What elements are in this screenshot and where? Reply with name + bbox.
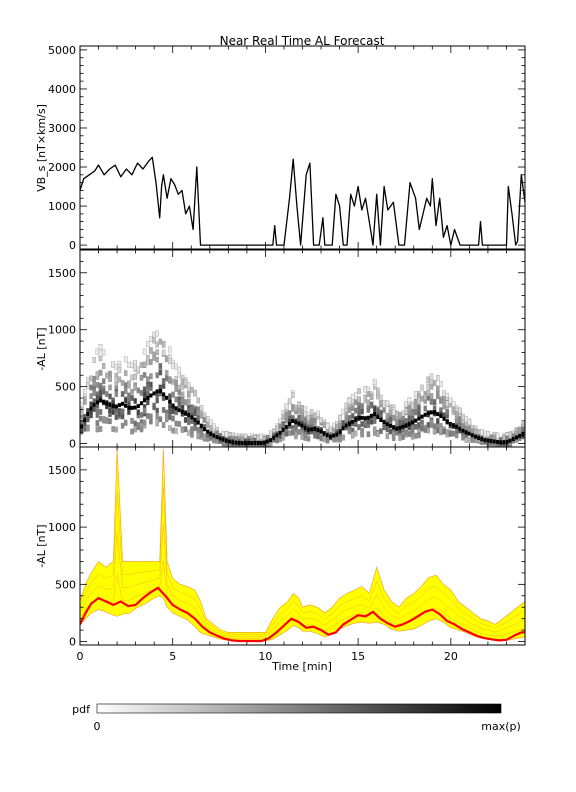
y-tick-label: 0 bbox=[69, 438, 76, 451]
plot-area bbox=[80, 449, 525, 643]
colorbar: pdf 0 max(p) bbox=[72, 703, 521, 733]
x-tick-label: 10 bbox=[258, 650, 272, 663]
series-line-2-1 bbox=[80, 586, 525, 643]
panel-al-pdf: 0 500 1000 1500 bbox=[48, 249, 526, 451]
x-tick-label: 0 bbox=[77, 650, 84, 663]
y-tick-label: 4000 bbox=[48, 83, 76, 96]
plot-area bbox=[80, 156, 525, 246]
series-line-0-0 bbox=[80, 156, 525, 246]
ensemble-member-3 bbox=[80, 486, 525, 635]
ensemble-member-2 bbox=[80, 523, 525, 637]
colorbar-gradient bbox=[96, 703, 502, 714]
colorbar-min-label: 0 bbox=[94, 720, 101, 733]
y-tick-label: 1000 bbox=[48, 521, 76, 534]
y-tick-label: 1000 bbox=[48, 200, 76, 213]
panel-vbs: 0 1000 2000 3000 4000 5000 bbox=[48, 44, 526, 252]
x-tick-label: 5 bbox=[169, 650, 176, 663]
ensemble-member-1 bbox=[80, 560, 525, 640]
x-tick-label: 15 bbox=[351, 650, 365, 663]
panel-al-forecast: 0 500 1000 1500 0 5 10 15 20 bbox=[48, 446, 526, 663]
y-tick-label: 1500 bbox=[48, 267, 76, 280]
plot-area bbox=[80, 330, 525, 447]
colorbar-label: pdf bbox=[72, 703, 91, 716]
colorbar-max-label: max(p) bbox=[481, 720, 521, 733]
x-axis-title: Time [min] bbox=[271, 660, 332, 673]
pdf-heatmap bbox=[80, 330, 525, 447]
y-tick-label: 5000 bbox=[48, 44, 76, 57]
y-tick-label: 0 bbox=[69, 636, 76, 649]
y-axis-title-vbs: VB_s [nT×km/s] bbox=[35, 104, 48, 192]
y-tick-label: 1000 bbox=[48, 324, 76, 337]
y-axis-title-al-forecast: -AL [nT] bbox=[35, 524, 48, 567]
y-tick-label: 1500 bbox=[48, 464, 76, 477]
y-tick-label: 500 bbox=[55, 381, 76, 394]
y-tick-label: 0 bbox=[69, 239, 76, 252]
x-tick-label: 20 bbox=[444, 650, 458, 663]
chart-title: Near Real Time AL Forecast bbox=[220, 34, 385, 48]
y-tick-label: 3000 bbox=[48, 122, 76, 135]
y-tick-label: 500 bbox=[55, 578, 76, 591]
forecast-envelope bbox=[80, 449, 525, 642]
y-tick-label: 2000 bbox=[48, 161, 76, 174]
y-axis-title-al-pdf: -AL [nT] bbox=[35, 327, 48, 370]
